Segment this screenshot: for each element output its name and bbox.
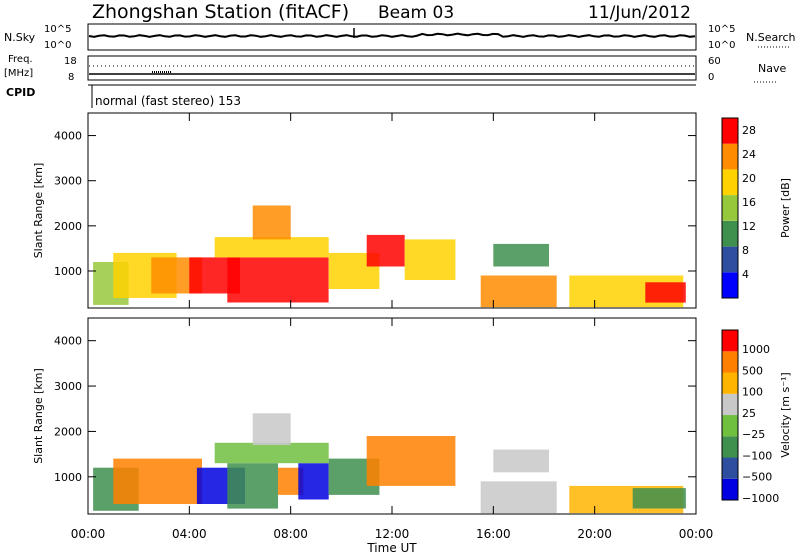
nsky-label: N.Sky xyxy=(4,31,36,44)
colorbar-tick-label: 12 xyxy=(742,220,756,233)
colorbar-segment xyxy=(722,220,738,247)
freq-unit: [MHz] xyxy=(4,68,33,79)
colorbar-segment xyxy=(722,246,738,273)
nsearch-tick-bottom: 10^0 xyxy=(708,40,735,51)
beam-label: Beam 03 xyxy=(378,3,454,23)
colorbar-segment xyxy=(722,478,738,501)
freq-tick-top: 18 xyxy=(64,56,77,67)
y-axis-title: Slant Range [km] xyxy=(32,163,45,259)
date-label: 11/Jun/2012 xyxy=(588,3,691,23)
velocity-region xyxy=(480,481,557,514)
time-axis-title: Time UT xyxy=(366,541,417,554)
colorbar-frame xyxy=(721,117,739,299)
colorbar-segment xyxy=(722,415,738,437)
nave-tick-top: 60 xyxy=(708,56,721,67)
nave-tick-bottom: 0 xyxy=(708,72,714,83)
x-tick-label: 04:00 xyxy=(172,527,207,541)
x-tick-label: 08:00 xyxy=(273,527,308,541)
y-tick-label: 1000 xyxy=(54,471,82,484)
colorbar-segment xyxy=(722,351,738,373)
power-region xyxy=(252,205,291,240)
power-region xyxy=(645,282,686,303)
x-tick-label: 12:00 xyxy=(375,527,410,541)
y-tick-label: 2000 xyxy=(54,220,82,233)
velocity-region xyxy=(214,442,329,464)
colorbar-tick-label: 16 xyxy=(742,196,756,209)
colorbar-tick-label: −500 xyxy=(742,471,772,484)
station-title: Zhongshan Station (fitACF) xyxy=(92,1,349,23)
colorbar-tick-label: 500 xyxy=(742,364,763,377)
x-tick-label: 00:00 xyxy=(679,527,714,541)
colorbar-tick-label: 4 xyxy=(742,268,749,281)
y-axis-title: Slant Range [km] xyxy=(32,368,45,464)
colorbar-tick-label: 100 xyxy=(742,386,763,399)
y-tick-label: 3000 xyxy=(54,380,82,393)
colorbar-segment xyxy=(722,436,738,458)
colorbar-segment xyxy=(722,372,738,394)
power-colorbar: 4 8 12 16 20 24 28 Power [dB] xyxy=(721,117,792,299)
colorbar-segment xyxy=(722,393,738,416)
y-tick-label: 2000 xyxy=(54,425,82,438)
cpid-text: normal (fast stereo) 153 xyxy=(95,94,241,108)
colorbar-tick-label: 8 xyxy=(742,244,749,257)
velocity-region xyxy=(113,458,202,504)
colorbar-segment xyxy=(722,195,738,221)
colorbar-tick-label: 25 xyxy=(742,407,756,420)
y-tick-label: 4000 xyxy=(54,335,82,348)
colorbar-segment xyxy=(722,272,738,298)
velocity-region xyxy=(227,463,278,509)
colorbar-tick-label: −100 xyxy=(742,449,772,462)
power-region xyxy=(493,243,549,267)
colorbar-tick-label: 1000 xyxy=(742,343,770,356)
velocity-data xyxy=(93,413,686,514)
nsearch-label: N.Search xyxy=(746,31,796,44)
nsky-tick-top: 10^5 xyxy=(44,24,71,35)
velocity-colorbar: 1000 500 100 25 −25 −100 −500 −1000 Velocity [m … xyxy=(721,329,792,505)
power-data xyxy=(93,205,686,308)
colorbar-frame xyxy=(721,329,739,501)
x-tick-label: 20:00 xyxy=(577,527,612,541)
colorbar-segment xyxy=(722,169,738,196)
noise-panel-frame xyxy=(87,23,697,51)
y-tick-label: 1000 xyxy=(54,265,82,278)
power-panel: 1000 2000 3000 4000 Slant Range [km] 4 8 12 16 20… xyxy=(32,112,792,309)
nave-label: Nave xyxy=(758,62,786,75)
colorbar-segment xyxy=(722,457,738,479)
x-tick-label: 00:00 xyxy=(71,527,106,541)
nsky-trace xyxy=(88,32,696,38)
colorbar-title: Velocity [m s⁻¹] xyxy=(779,372,792,457)
nsearch-tick-top: 10^5 xyxy=(708,24,735,35)
power-region xyxy=(214,237,329,258)
freq-panel-frame xyxy=(87,55,697,81)
colorbar-tick-label: 28 xyxy=(742,124,756,137)
power-region xyxy=(480,275,557,308)
freq-label: Freq. xyxy=(8,54,33,65)
velocity-region xyxy=(366,436,456,486)
colorbar-tick-label: −25 xyxy=(742,428,765,441)
velocity-region xyxy=(632,488,686,509)
colorbar-title: Power [dB] xyxy=(779,178,792,238)
colorbar-tick-label: 20 xyxy=(742,172,756,185)
colorbar-segment xyxy=(722,143,738,170)
time-axis: 00:00 04:00 08:00 12:00 16:00 20:00 00:00 xyxy=(71,527,714,541)
colorbar-tick-label: −1000 xyxy=(742,492,779,505)
nsky-tick-bottom: 10^0 xyxy=(44,40,71,51)
x-tick-label: 16:00 xyxy=(476,527,511,541)
power-region xyxy=(404,239,456,280)
velocity-region xyxy=(298,463,329,500)
velocity-region xyxy=(493,449,549,473)
colorbar-segment xyxy=(722,330,738,352)
y-tick-label: 4000 xyxy=(54,130,82,143)
power-region xyxy=(366,234,405,267)
y-tick-label: 3000 xyxy=(54,175,82,188)
power-region xyxy=(227,257,329,303)
velocity-region xyxy=(252,413,291,446)
colorbar-tick-label: 24 xyxy=(742,148,756,161)
cpid-label: CPID xyxy=(6,86,35,99)
freq-tick-bottom: 8 xyxy=(68,72,74,83)
colorbar-segment xyxy=(722,118,738,144)
